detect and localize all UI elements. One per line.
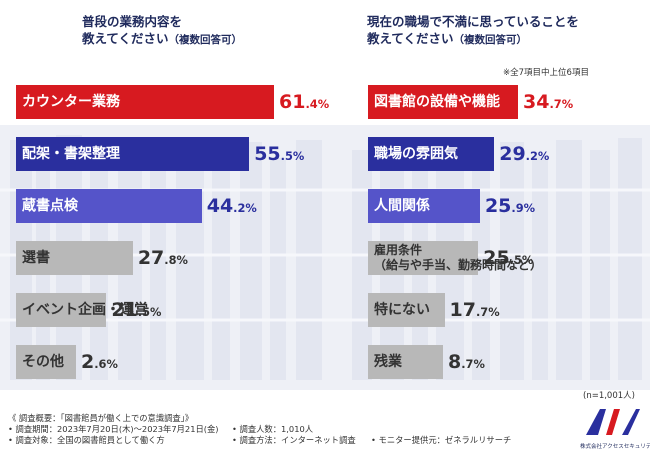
category-label: 雇用条件 （給与や手当、勤務時間など） xyxy=(374,243,543,272)
value-label: 21.5% xyxy=(111,293,161,327)
value-integer: 25 xyxy=(484,195,512,217)
value-label: 25.9% xyxy=(485,189,535,223)
value-label: 61.4% xyxy=(279,85,329,119)
left-title-line2: 教えてください xyxy=(82,31,169,46)
value-decimal: .5% xyxy=(509,253,534,267)
value-label: 2.6% xyxy=(81,345,118,379)
category-label: 配架・書架整理 xyxy=(22,146,120,162)
value-label: 29.2% xyxy=(499,137,549,171)
value-label: 44.2% xyxy=(207,189,257,223)
value-decimal: .7% xyxy=(549,97,574,111)
value-integer: 8 xyxy=(448,351,462,373)
bar-row: 選書 27.8% xyxy=(16,241,336,275)
bar xyxy=(16,345,76,379)
right-title-line2: 教えてください xyxy=(367,31,454,46)
bar-row: 残業 8.7% xyxy=(368,345,650,379)
bar-row: カウンター業務 61.4% xyxy=(16,85,336,119)
category-label: 選書 xyxy=(22,250,50,266)
survey-people: • 調査人数：1,010人 xyxy=(232,424,314,434)
logo-company-name: 株式会社アクセスセキュリティ xyxy=(580,444,650,450)
right-subnote: ※全7項目中上位6項目 xyxy=(503,68,589,78)
logo-mark-icon xyxy=(586,409,640,435)
value-integer: 27 xyxy=(137,247,165,269)
value-label: 17.7% xyxy=(450,293,500,327)
category-label: カウンター業務 xyxy=(22,94,120,110)
bar-row: 特にない 17.7% xyxy=(368,293,650,327)
bar-row: 職場の雰囲気 29.2% xyxy=(368,137,650,171)
value-decimal: .4% xyxy=(305,97,330,111)
survey-period: • 調査期間：2023年7月20日(木)～2023年7月21日(金) xyxy=(8,424,219,434)
survey-overview: 《 調査概要：「図書館員が働く上での意識調査」》 xyxy=(8,413,194,423)
left-title-line1: 普段の業務内容を xyxy=(82,14,183,29)
bar xyxy=(16,137,250,171)
category-label: 図書館の設備や機能 xyxy=(374,94,500,110)
value-integer: 2 xyxy=(81,351,95,373)
left-title-note: （複数回答可） xyxy=(168,34,243,46)
bar xyxy=(16,189,202,223)
category-label: その他 xyxy=(22,354,64,370)
category-label: 職場の雰囲気 xyxy=(374,146,458,162)
category-label: イベント企画・運営 xyxy=(22,302,148,318)
bar xyxy=(368,241,479,275)
value-integer: 44 xyxy=(206,195,234,217)
value-decimal: .9% xyxy=(511,201,536,215)
bar-row: 人間関係 25.9% xyxy=(368,189,650,223)
category-label: 特にない xyxy=(374,302,430,318)
category-label: 残業 xyxy=(374,354,402,370)
value-label: 27.8% xyxy=(138,241,188,275)
value-integer: 29 xyxy=(499,143,526,165)
value-integer: 55 xyxy=(254,143,281,165)
bar-row: 雇用条件 （給与や手当、勤務時間など） 25.5% xyxy=(368,241,650,275)
survey-target: • 調査対象：全国の図書館員として働く方 xyxy=(8,435,165,445)
bar xyxy=(368,345,443,379)
value-decimal: .2% xyxy=(525,149,550,163)
sample-size-note: (n=1,001人) xyxy=(583,391,635,401)
value-integer: 61 xyxy=(279,91,306,113)
value-decimal: .7% xyxy=(475,305,500,319)
value-decimal: .5% xyxy=(137,305,162,319)
monitor-provider: • モニター提供元：ゼネラルリサーチ xyxy=(371,435,512,445)
bar xyxy=(368,137,495,171)
bar-row: 蔵書点検 44.2% xyxy=(16,189,336,223)
value-integer: 17 xyxy=(449,299,476,321)
right-chart-title: 現在の職場で不満に思っていることを 教えてください（複数回答可） xyxy=(367,13,579,49)
value-decimal: .6% xyxy=(94,357,118,371)
right-title-line1: 現在の職場で不満に思っていることを xyxy=(367,14,579,29)
bar-row: 図書館の設備や機能 34.7% xyxy=(368,85,650,119)
bar-row: 配架・書架整理 55.5% xyxy=(16,137,336,171)
value-decimal: .2% xyxy=(233,201,257,215)
value-label: 34.7% xyxy=(523,85,573,119)
left-chart-title: 普段の業務内容を 教えてください（複数回答可） xyxy=(82,13,242,49)
right-title-note: （複数回答可） xyxy=(453,34,528,46)
category-label: 蔵書点検 xyxy=(22,198,78,214)
bar xyxy=(368,85,518,119)
company-logo: 株式会社アクセスセキュリティ xyxy=(580,405,650,450)
value-integer: 34 xyxy=(523,91,550,113)
bar xyxy=(16,85,274,119)
value-integer: 25 xyxy=(483,247,510,269)
category-label: 人間関係 xyxy=(374,198,430,214)
bar-row: その他 2.6% xyxy=(16,345,336,379)
survey-method: • 調査方法：インターネット調査 xyxy=(232,435,356,445)
bar-row: イベント企画・運営 21.5% xyxy=(16,293,336,327)
value-decimal: .8% xyxy=(164,253,188,267)
value-decimal: .7% xyxy=(461,357,485,371)
value-integer: 21 xyxy=(111,299,138,321)
bar xyxy=(16,293,107,327)
value-label: 25.5% xyxy=(483,241,533,275)
value-decimal: .5% xyxy=(280,149,305,163)
bar xyxy=(368,189,480,223)
value-label: 8.7% xyxy=(448,345,485,379)
bar xyxy=(16,241,133,275)
value-label: 55.5% xyxy=(254,137,304,171)
bar xyxy=(368,293,445,327)
